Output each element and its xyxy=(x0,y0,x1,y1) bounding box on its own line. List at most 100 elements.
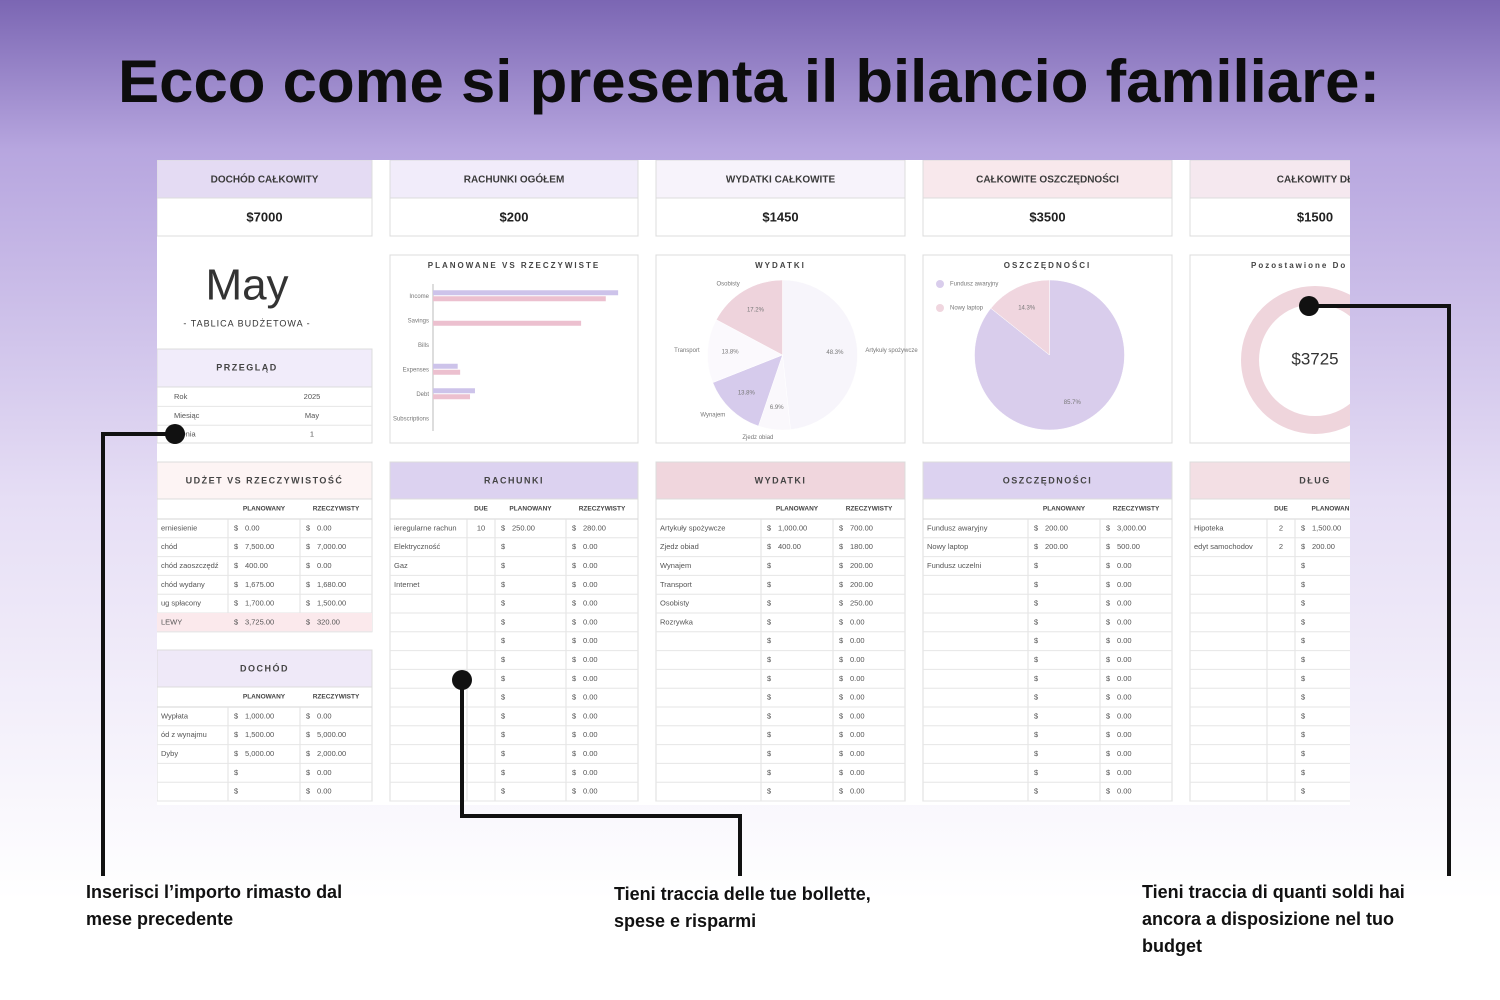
card xyxy=(922,160,1173,199)
slice-label: 6.9% xyxy=(770,405,784,411)
currency-sign: $ xyxy=(501,580,506,589)
cell-value: 0.00 xyxy=(583,674,598,683)
cell-value: 0.00 xyxy=(583,542,598,551)
currency-sign: $ xyxy=(1106,730,1111,739)
card xyxy=(389,160,639,199)
cell-value: 0.00 xyxy=(583,693,598,702)
currency-sign: $ xyxy=(306,599,311,608)
currency-sign: $ xyxy=(839,693,844,702)
cell-value: 1,680.00 xyxy=(317,580,346,589)
row-label: Artykuły spożywcze xyxy=(660,523,725,532)
cell-value: 0.00 xyxy=(850,787,865,796)
currency-sign: $ xyxy=(767,711,772,720)
currency-sign: $ xyxy=(1034,617,1039,626)
chart-title: Pozostawione Do Budż xyxy=(1251,261,1379,270)
currency-sign: $ xyxy=(572,636,577,645)
card-label: RACHUNKI OGÓŁEM xyxy=(464,173,565,186)
legend-swatch xyxy=(936,304,944,312)
annotation-text: mese precedente xyxy=(86,909,233,929)
currency-sign: $ xyxy=(1301,542,1306,551)
currency-sign: $ xyxy=(1301,617,1306,626)
currency-sign: $ xyxy=(501,674,506,683)
row-label: Wypłata xyxy=(161,711,189,720)
currency-sign: $ xyxy=(306,711,311,720)
currency-sign: $ xyxy=(234,711,239,720)
currency-sign: $ xyxy=(572,580,577,589)
column-header: PLANOWANY xyxy=(243,694,286,701)
page-title: Ecco come si presenta il bilancio famili… xyxy=(118,48,1380,115)
cell-value: 0.00 xyxy=(583,787,598,796)
currency-sign: $ xyxy=(1106,674,1111,683)
donut-ring xyxy=(1241,286,1350,434)
bar xyxy=(433,369,461,375)
cell-value: 0.00 xyxy=(245,523,260,532)
currency-sign: $ xyxy=(767,749,772,758)
cell-value: 0.00 xyxy=(850,711,865,720)
row-label: Fundusz awaryjny xyxy=(927,523,988,532)
currency-sign: $ xyxy=(767,674,772,683)
column-header: RZECZYWISTY xyxy=(313,506,360,513)
currency-sign: $ xyxy=(1301,561,1306,570)
column-header: PLANOWANY xyxy=(1043,506,1086,513)
table-title: WYDATKI xyxy=(755,475,807,485)
currency-sign: $ xyxy=(501,711,506,720)
currency-sign: $ xyxy=(1301,693,1306,702)
currency-sign: $ xyxy=(839,561,844,570)
cell-value: 200.00 xyxy=(1045,523,1068,532)
currency-sign: $ xyxy=(1034,787,1039,796)
column-header: RZECZYWISTY xyxy=(313,694,360,701)
currency-sign: $ xyxy=(234,599,239,608)
bar xyxy=(433,320,582,326)
cell-value: 1,500.00 xyxy=(245,730,274,739)
column-header: PLANOWANY xyxy=(509,506,552,513)
currency-sign: $ xyxy=(1301,749,1306,758)
currency-sign: $ xyxy=(572,711,577,720)
currency-sign: $ xyxy=(501,655,506,664)
cell-value: 0.00 xyxy=(1117,730,1132,739)
cell-value: 400.00 xyxy=(245,561,268,570)
currency-sign: $ xyxy=(234,580,239,589)
row-label: chód wydany xyxy=(161,580,205,589)
cell-value: 2 xyxy=(1279,523,1283,532)
currency-sign: $ xyxy=(501,730,506,739)
cell-value: 0.00 xyxy=(1117,787,1132,796)
currency-sign: $ xyxy=(767,617,772,626)
currency-sign: $ xyxy=(1034,749,1039,758)
cell-value: 0.00 xyxy=(583,617,598,626)
month-subtitle: - TABLICA BUDŻETOWA - xyxy=(183,318,310,328)
cell-value: 0.00 xyxy=(850,768,865,777)
currency-sign: $ xyxy=(1301,674,1306,683)
currency-sign: $ xyxy=(234,749,239,758)
row-label: LEWY xyxy=(161,617,182,626)
card xyxy=(389,197,639,237)
category-label: Savings xyxy=(408,318,429,324)
category-label: Wynajem xyxy=(700,413,725,419)
cell-value: 0.00 xyxy=(1117,561,1132,570)
cell-value: 3,725.00 xyxy=(245,617,274,626)
currency-sign: $ xyxy=(839,787,844,796)
cell-value: 280.00 xyxy=(583,523,606,532)
currency-sign: $ xyxy=(1106,561,1111,570)
callouts xyxy=(101,296,1451,876)
card xyxy=(922,197,1173,237)
currency-sign: $ xyxy=(306,580,311,589)
bar xyxy=(433,388,475,394)
cell-value: 1,500.00 xyxy=(317,599,346,608)
row-highlight xyxy=(157,613,372,632)
currency-sign: $ xyxy=(1034,730,1039,739)
currency-sign: $ xyxy=(767,730,772,739)
bar xyxy=(433,296,606,302)
currency-sign: $ xyxy=(767,542,772,551)
callout-dot xyxy=(1299,296,1319,316)
row-label: ód z wynajmu xyxy=(161,730,207,739)
currency-sign: $ xyxy=(501,561,506,570)
pie-slice xyxy=(715,279,783,356)
currency-sign: $ xyxy=(839,730,844,739)
card xyxy=(1189,160,1350,199)
currency-sign: $ xyxy=(1301,655,1306,664)
cell-value: 0.00 xyxy=(850,617,865,626)
currency-sign: $ xyxy=(572,523,577,532)
slice-label: 48.3% xyxy=(826,350,844,356)
currency-sign: $ xyxy=(1106,655,1111,664)
cell-value: 1,500.00 xyxy=(1312,523,1341,532)
